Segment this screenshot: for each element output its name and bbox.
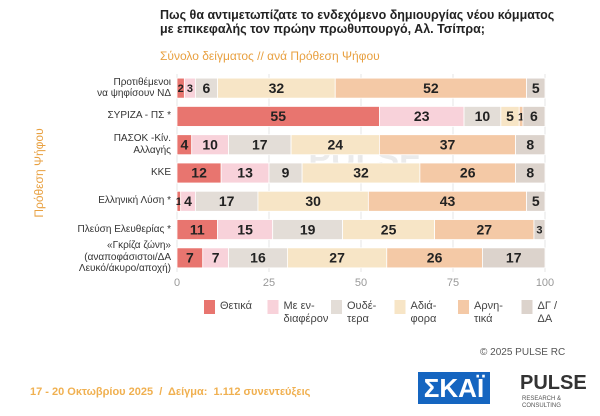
value-label: 26 bbox=[427, 250, 443, 266]
x-tick-label: 25 bbox=[263, 277, 275, 289]
value-label: 4 bbox=[184, 193, 192, 209]
y-axis-label: Πρόθεση Ψήφου bbox=[32, 128, 46, 217]
legend-label: Αδιά- φορα bbox=[410, 300, 437, 325]
legend-label: Θετικά bbox=[220, 300, 252, 312]
value-label: 37 bbox=[440, 136, 456, 152]
y-tick-label: Προτιθέμενοι να ψηφίσουν ΝΔ bbox=[97, 76, 171, 100]
value-label: 5 bbox=[506, 108, 514, 124]
y-tick-label: ΣΥΡΙΖΑ - ΠΣ * bbox=[107, 110, 172, 122]
y-tick-label: ΠΑΣΟΚ -Κίν. Αλλαγής bbox=[113, 133, 171, 156]
value-label: 26 bbox=[460, 165, 476, 181]
value-label: 10 bbox=[475, 108, 491, 124]
legend-label: Με εν- διαφέρον bbox=[283, 300, 329, 325]
legend-swatch bbox=[331, 300, 342, 314]
value-label: 3 bbox=[536, 224, 542, 236]
value-label: 1 bbox=[518, 111, 524, 123]
skai-logo: ΣΚΑΪ bbox=[418, 372, 490, 404]
bar-segment bbox=[522, 106, 546, 127]
y-tick-label: «Γκρίζα ζώνη» (αναποφάσιστοι/ΔΑ Λευκό/άκ… bbox=[78, 240, 171, 275]
value-label: 5 bbox=[532, 193, 540, 209]
bar-segment bbox=[515, 162, 546, 184]
value-label: 12 bbox=[191, 165, 207, 181]
value-label: 7 bbox=[186, 250, 194, 266]
value-label: 43 bbox=[440, 193, 456, 209]
x-tick-label: 100 bbox=[536, 277, 554, 289]
value-label: 24 bbox=[327, 136, 343, 152]
value-label: 5 bbox=[532, 80, 540, 96]
legend-label: Ουδέ- τερα bbox=[347, 300, 377, 325]
x-tick-label: 50 bbox=[355, 277, 367, 289]
value-label: 19 bbox=[300, 221, 316, 237]
value-label: 27 bbox=[329, 250, 345, 266]
legend-swatch bbox=[267, 300, 279, 314]
value-label: 55 bbox=[270, 108, 286, 124]
y-tick-label: ΚΚΕ bbox=[150, 167, 171, 178]
copyright: © 2025 PULSE RC bbox=[480, 347, 566, 358]
value-label: 13 bbox=[237, 165, 253, 181]
legend-swatch bbox=[394, 300, 406, 314]
value-label: 23 bbox=[414, 108, 430, 124]
value-label: 1 bbox=[176, 196, 182, 208]
value-label: 17 bbox=[219, 193, 235, 209]
value-label: 11 bbox=[190, 221, 205, 237]
value-label: 7 bbox=[212, 250, 220, 266]
legend-label: Αρνη- τικά bbox=[474, 300, 503, 325]
bar-segment bbox=[526, 190, 546, 212]
value-label: 17 bbox=[506, 250, 522, 266]
legend-swatch bbox=[521, 300, 533, 314]
value-label: 10 bbox=[202, 136, 218, 152]
x-tick-label: 0 bbox=[174, 277, 180, 289]
bar-segment bbox=[482, 247, 546, 269]
value-label: 9 bbox=[282, 165, 290, 181]
pulse-sub: RESEARCH & CONSULTING bbox=[522, 396, 562, 409]
value-label: 6 bbox=[530, 108, 538, 124]
value-label: 4 bbox=[180, 136, 188, 152]
value-label: 8 bbox=[526, 136, 534, 152]
pulse-logo: PULSE bbox=[520, 372, 587, 394]
y-tick-label: Ελληνική Λύση * bbox=[98, 195, 171, 207]
value-label: 52 bbox=[423, 80, 439, 96]
value-label: 25 bbox=[381, 221, 397, 237]
legend-swatch bbox=[204, 300, 215, 314]
value-label: 17 bbox=[252, 136, 268, 152]
value-label: 32 bbox=[353, 165, 369, 181]
value-label: 32 bbox=[269, 80, 285, 96]
value-label: 15 bbox=[237, 221, 253, 237]
footer: 17 - 20 Οκτωβρίου 2025 / Δείγμα: 1.112 σ… bbox=[30, 386, 311, 398]
bar-segment bbox=[533, 219, 546, 240]
value-label: 8 bbox=[526, 165, 534, 181]
value-label: 30 bbox=[305, 193, 321, 209]
legend-swatch bbox=[458, 300, 469, 314]
value-label: 6 bbox=[203, 80, 211, 96]
value-label: 27 bbox=[476, 221, 492, 237]
subtitle: Σύνολο δείγματος // ανά Πρόθεση Ψήφου bbox=[160, 49, 380, 63]
value-label: 16 bbox=[250, 250, 266, 266]
x-tick-label: 75 bbox=[447, 277, 459, 289]
bar-segment bbox=[526, 77, 546, 99]
value-label: 3 bbox=[187, 83, 193, 95]
bar-segment bbox=[515, 134, 546, 156]
chart-title: Πως θα αντιμετωπίζατε το ενδεχόμενο δημι… bbox=[160, 8, 555, 37]
y-tick-label: Πλεύση Ελευθερίας * bbox=[77, 223, 171, 235]
value-label: 2 bbox=[178, 83, 184, 95]
legend-label: ΔΓ / ΔΑ bbox=[537, 300, 558, 325]
